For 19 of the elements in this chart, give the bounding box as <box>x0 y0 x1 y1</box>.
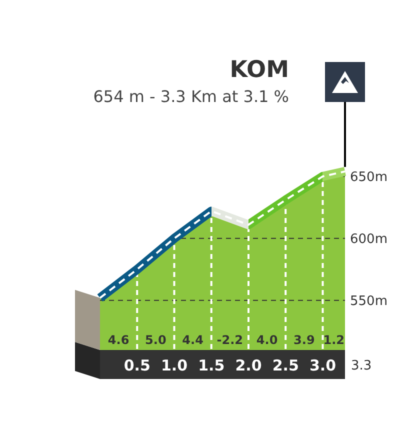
annotation: 3.9 <box>294 333 315 347</box>
annotation: 5.0 <box>145 333 166 347</box>
annotation: 1.2 <box>323 333 344 347</box>
y-tick-label: 650m <box>350 170 388 185</box>
annotation: 4.4 <box>182 333 204 347</box>
x-tick-label: 1.5 <box>198 356 225 374</box>
x-tick-label: 0.5 <box>124 356 150 374</box>
annotation: 4.6 <box>108 333 130 347</box>
chart-title: KOM <box>230 57 289 83</box>
text: 3.3 <box>351 358 372 374</box>
annotation: 4.0 <box>256 333 278 347</box>
chart-subtitle: 654 m - 3.3 Km at 3.1 % <box>93 87 289 106</box>
y-tick-label: 550m <box>350 294 388 309</box>
x-tick-label: 1.0 <box>160 356 188 374</box>
annotation: -2.2 <box>216 333 244 347</box>
y-tick-label: 600m <box>350 232 388 247</box>
x-tick-label: 3.0 <box>309 356 336 374</box>
x-tick-label: 2.5 <box>272 356 299 374</box>
x-tick-label: 2.0 <box>235 356 262 374</box>
